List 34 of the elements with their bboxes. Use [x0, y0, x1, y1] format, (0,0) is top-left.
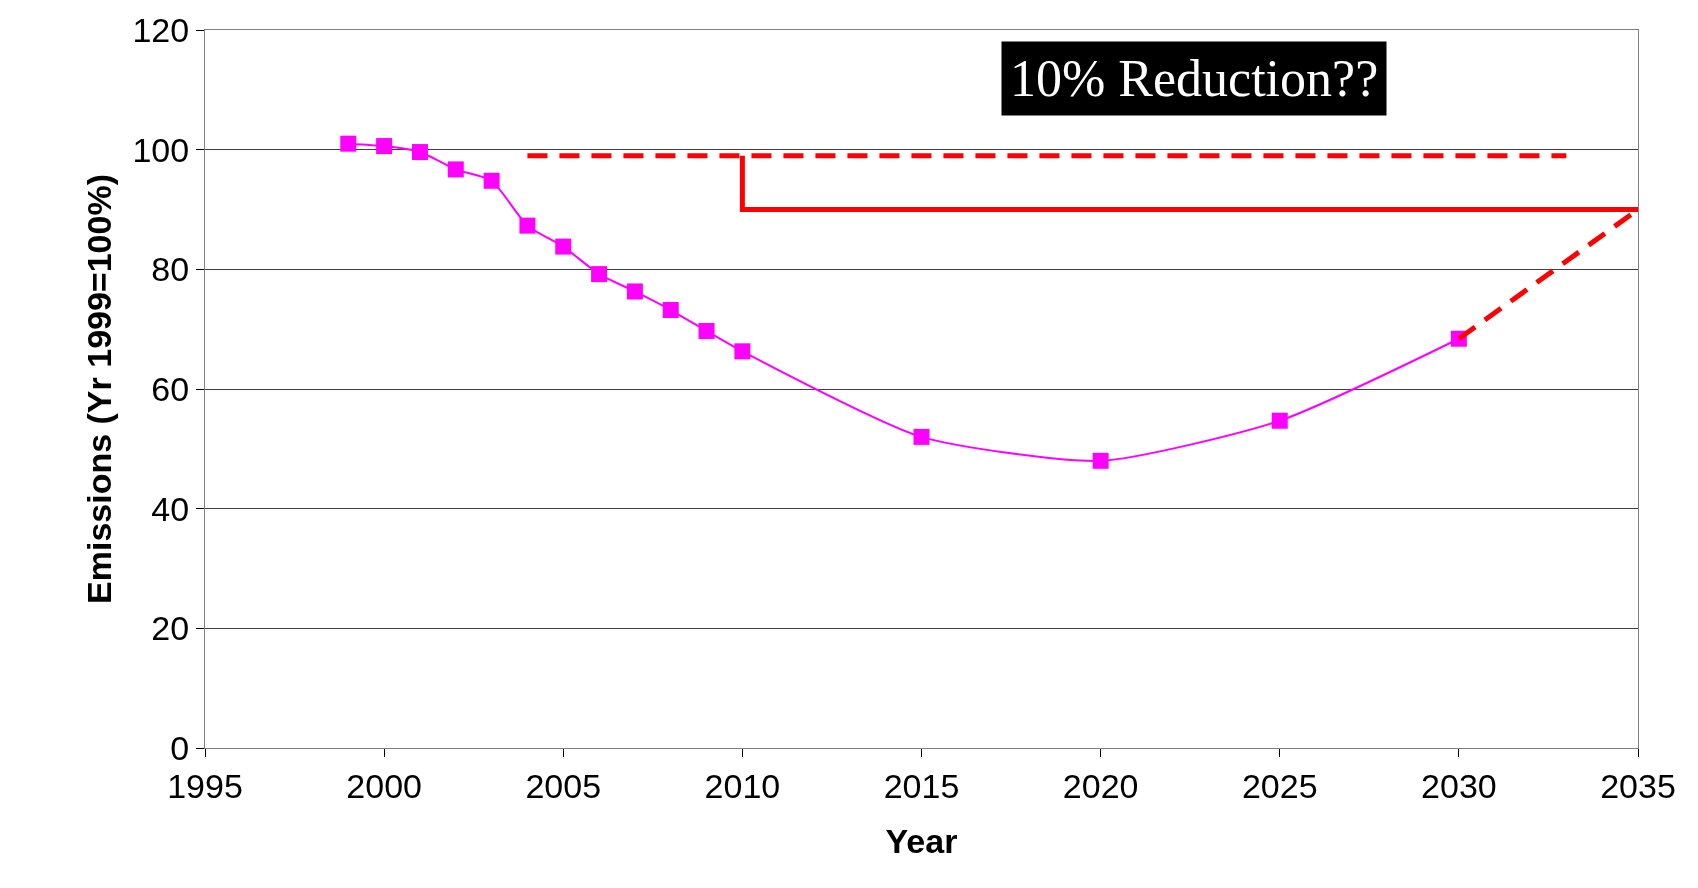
point [1271, 412, 1288, 429]
x-tick-label: 2005 [525, 766, 602, 805]
y-tick-label: 120 [132, 10, 190, 49]
x-tick-label: 2035 [1600, 766, 1676, 805]
point [519, 217, 536, 234]
point [483, 172, 500, 189]
x-tick-label: 2030 [1421, 766, 1497, 805]
point [626, 283, 643, 300]
point [698, 322, 715, 339]
point [734, 343, 751, 360]
y-tick-label: 20 [151, 609, 190, 648]
point [340, 135, 357, 152]
point [411, 144, 428, 161]
x-tick-label: 2010 [704, 766, 781, 805]
x-tick-label: 2000 [346, 766, 422, 805]
x-axis-title: Year [885, 822, 958, 861]
point [662, 302, 679, 319]
y-axis-title: Emissions (Yr 1999=100%) [80, 174, 119, 604]
y-tick-label: 40 [151, 489, 190, 528]
y-tick-label: 100 [132, 130, 190, 169]
y-tick-label: 0 [170, 728, 190, 767]
x-tick-label: 2015 [883, 766, 960, 805]
annotation: 10% Reduction?? [1010, 50, 1379, 107]
y-tick-label: 60 [151, 369, 190, 408]
y-tick-label: 80 [151, 250, 190, 289]
x-tick-label: 2025 [1241, 766, 1318, 805]
point [376, 138, 393, 155]
x-tick-label: 2020 [1062, 766, 1139, 805]
point [591, 266, 608, 283]
point [1092, 452, 1109, 469]
x-tick-label: 1995 [167, 766, 243, 805]
point [555, 238, 572, 255]
point [447, 161, 464, 178]
point [913, 428, 930, 445]
